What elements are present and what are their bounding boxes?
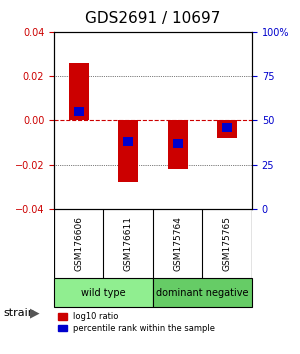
Text: GSM176611: GSM176611: [124, 216, 133, 271]
Text: wild type: wild type: [81, 288, 126, 298]
Bar: [118, 120, 138, 182]
Bar: [168, 120, 188, 169]
FancyBboxPatch shape: [54, 278, 153, 308]
Text: GSM175765: GSM175765: [223, 216, 232, 271]
Text: GSM175764: GSM175764: [173, 216, 182, 271]
Bar: [222, 123, 232, 132]
Bar: [123, 137, 133, 146]
Text: ▶: ▶: [30, 307, 40, 320]
Text: strain: strain: [3, 308, 35, 318]
Text: dominant negative: dominant negative: [156, 288, 249, 298]
Text: GSM176606: GSM176606: [74, 216, 83, 271]
FancyBboxPatch shape: [153, 278, 252, 308]
Bar: [173, 139, 183, 148]
Bar: [217, 120, 237, 138]
Bar: [69, 63, 88, 120]
Legend: log10 ratio, percentile rank within the sample: log10 ratio, percentile rank within the …: [58, 312, 215, 333]
Bar: [74, 107, 84, 116]
Text: GDS2691 / 10697: GDS2691 / 10697: [85, 11, 221, 25]
